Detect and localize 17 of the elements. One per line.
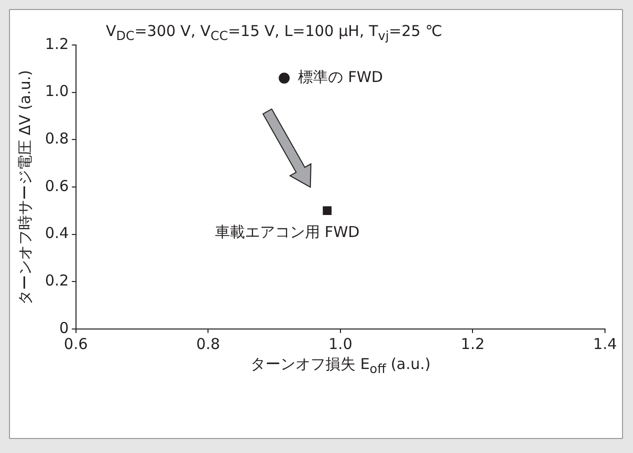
y-tick-label: 1.2 [44, 34, 69, 53]
y-tick-label: 0.8 [44, 130, 69, 148]
series-label: 標準の FWD [298, 68, 383, 86]
x-axis-title: ターンオフ損失 E$_{off}$ (a.u.) [250, 355, 431, 376]
series-label: 車載エアコン用 FWD [214, 223, 360, 242]
chart-title: V$_{DC}$=300 V, V$_{CC}$=15 V, L=100 μH, T$_{vj}$=25 ℃ [106, 22, 442, 43]
y-tick-label: 0.6 [44, 176, 69, 195]
y-tick-label: 0 [59, 318, 69, 337]
x-tick-label: 1.4 [593, 334, 617, 353]
x-tick-label: 1.2 [460, 334, 485, 353]
x-tick-label: 1.0 [328, 334, 352, 353]
x-tick-label: 0.8 [196, 334, 220, 353]
y-tick-label: 1.0 [44, 82, 69, 100]
x-tick-label: 0.6 [64, 334, 88, 353]
y-axis-title: ターンオフ時サージ電圧 ΔV (a.u.) [16, 70, 35, 304]
y-tick-label: 0.2 [44, 272, 69, 290]
y-tick-label: 0.4 [44, 224, 69, 242]
